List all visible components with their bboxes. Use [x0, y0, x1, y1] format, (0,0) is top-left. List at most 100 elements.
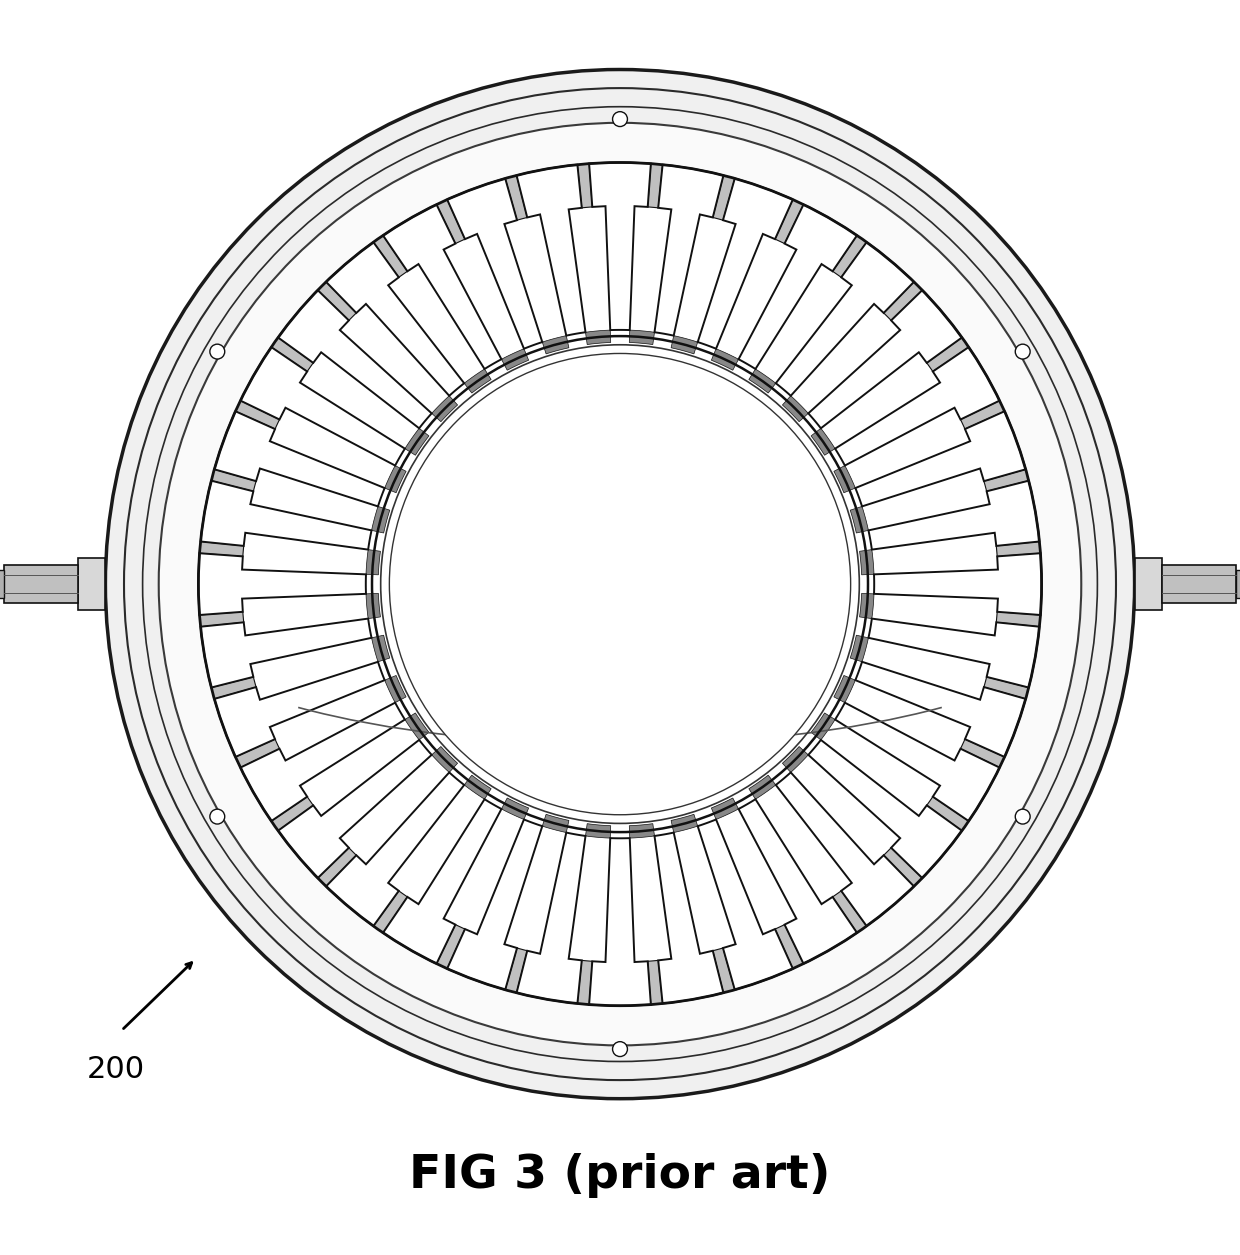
Polygon shape [833, 675, 856, 703]
Polygon shape [366, 550, 381, 575]
Polygon shape [811, 428, 835, 456]
Polygon shape [713, 948, 735, 993]
Polygon shape [236, 400, 279, 429]
Polygon shape [835, 348, 999, 466]
Bar [78, 558, 105, 610]
Polygon shape [868, 481, 1039, 550]
Circle shape [1016, 809, 1030, 825]
Polygon shape [832, 236, 867, 277]
Polygon shape [373, 236, 408, 277]
Polygon shape [739, 205, 857, 369]
Polygon shape [655, 832, 723, 1004]
Polygon shape [884, 848, 923, 886]
Polygon shape [851, 635, 868, 661]
Polygon shape [749, 776, 776, 799]
Polygon shape [436, 925, 465, 969]
Polygon shape [698, 820, 792, 990]
Polygon shape [241, 348, 405, 466]
Polygon shape [405, 428, 429, 456]
Polygon shape [856, 661, 1025, 757]
Polygon shape [782, 747, 808, 772]
Polygon shape [776, 772, 914, 926]
Polygon shape [884, 282, 923, 320]
Polygon shape [272, 338, 314, 371]
Polygon shape [405, 713, 429, 740]
Polygon shape [501, 349, 528, 370]
Polygon shape [983, 676, 1029, 699]
Polygon shape [200, 541, 244, 556]
Polygon shape [851, 506, 868, 533]
Polygon shape [211, 469, 257, 491]
Polygon shape [671, 335, 698, 354]
Polygon shape [201, 481, 372, 550]
Polygon shape [383, 205, 501, 369]
Polygon shape [833, 466, 856, 493]
Polygon shape [589, 838, 651, 1005]
Polygon shape [874, 553, 1042, 615]
Polygon shape [272, 797, 314, 831]
Polygon shape [317, 282, 356, 320]
Polygon shape [241, 703, 405, 821]
Circle shape [389, 354, 851, 814]
Polygon shape [464, 369, 491, 393]
Polygon shape [859, 594, 874, 619]
Polygon shape [505, 948, 527, 993]
Polygon shape [542, 335, 569, 354]
Polygon shape [448, 178, 542, 349]
Circle shape [159, 123, 1081, 1045]
Polygon shape [432, 395, 458, 422]
Polygon shape [236, 739, 279, 768]
Polygon shape [775, 925, 804, 969]
Polygon shape [589, 162, 651, 330]
Circle shape [613, 112, 627, 127]
Polygon shape [215, 412, 384, 506]
Polygon shape [832, 891, 867, 932]
Polygon shape [372, 506, 389, 533]
Polygon shape [578, 960, 593, 1004]
Bar [1135, 558, 1162, 610]
Polygon shape [501, 798, 528, 820]
Polygon shape [517, 832, 585, 1004]
Polygon shape [698, 178, 792, 349]
Polygon shape [278, 740, 432, 878]
Polygon shape [542, 814, 569, 832]
Polygon shape [200, 611, 244, 626]
Polygon shape [198, 553, 366, 615]
Bar [4, 566, 78, 602]
Polygon shape [739, 799, 857, 964]
Polygon shape [366, 594, 381, 619]
Polygon shape [384, 466, 407, 493]
Polygon shape [436, 200, 465, 243]
Circle shape [1016, 344, 1030, 359]
Bar [1236, 571, 1240, 597]
Polygon shape [629, 823, 655, 838]
Polygon shape [712, 349, 739, 370]
Polygon shape [671, 814, 698, 832]
Bar [0, 571, 4, 597]
Polygon shape [859, 550, 874, 575]
Polygon shape [996, 611, 1040, 626]
Polygon shape [278, 290, 432, 428]
Polygon shape [215, 661, 384, 757]
Polygon shape [201, 619, 372, 688]
Polygon shape [808, 740, 962, 878]
Polygon shape [835, 703, 999, 821]
Circle shape [105, 69, 1135, 1098]
Polygon shape [372, 635, 389, 661]
Polygon shape [961, 739, 1004, 768]
Polygon shape [647, 163, 662, 208]
Polygon shape [432, 747, 458, 772]
Polygon shape [647, 960, 662, 1004]
Polygon shape [326, 772, 464, 926]
Polygon shape [712, 798, 739, 820]
Polygon shape [585, 823, 611, 838]
Polygon shape [505, 176, 527, 220]
Polygon shape [776, 242, 914, 395]
Text: FIG 3 (prior art): FIG 3 (prior art) [409, 1153, 831, 1199]
Polygon shape [317, 848, 356, 886]
Polygon shape [782, 395, 808, 422]
Bar [1162, 566, 1236, 602]
Polygon shape [868, 619, 1039, 688]
Polygon shape [926, 338, 968, 371]
Circle shape [613, 1042, 627, 1057]
